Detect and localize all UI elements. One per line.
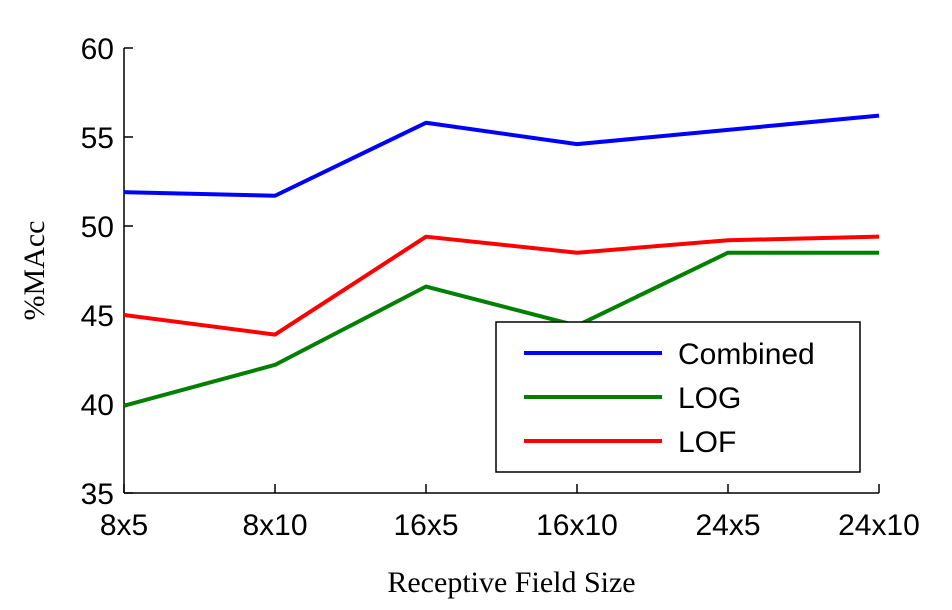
legend-label: LOG [678, 382, 741, 415]
series-group [123, 113, 880, 408]
x-tick-label: 8x10 [242, 509, 307, 542]
x-tick-label: 24x10 [838, 509, 920, 542]
x-axis-title: Receptive Field Size [387, 566, 635, 599]
series-line-lof [123, 234, 880, 337]
series-line-combined [123, 113, 880, 198]
x-tick-label: 16x10 [536, 509, 618, 542]
series-line-log [123, 250, 879, 408]
legend: Combined LOG LOF [495, 321, 861, 473]
axes: 35 40 45 50 55 60 8x5 8x10 16x5 16x10 24x5 24x10 [81, 33, 920, 542]
legend-label: LOF [678, 426, 736, 459]
x-tick-label: 16x5 [393, 509, 458, 542]
legend-label: Combined [678, 338, 815, 371]
x-tick-label: 8x5 [100, 509, 148, 542]
y-tick-label: 40 [81, 389, 114, 422]
y-tick-label: 55 [81, 122, 114, 155]
y-tick-label: 50 [81, 211, 114, 244]
y-axis-title: %MAcc [18, 221, 51, 321]
y-tick-label: 35 [81, 478, 114, 511]
x-tick-label: 24x5 [695, 509, 760, 542]
y-tick-label: 45 [81, 300, 114, 333]
y-tick-label: 60 [81, 33, 114, 66]
